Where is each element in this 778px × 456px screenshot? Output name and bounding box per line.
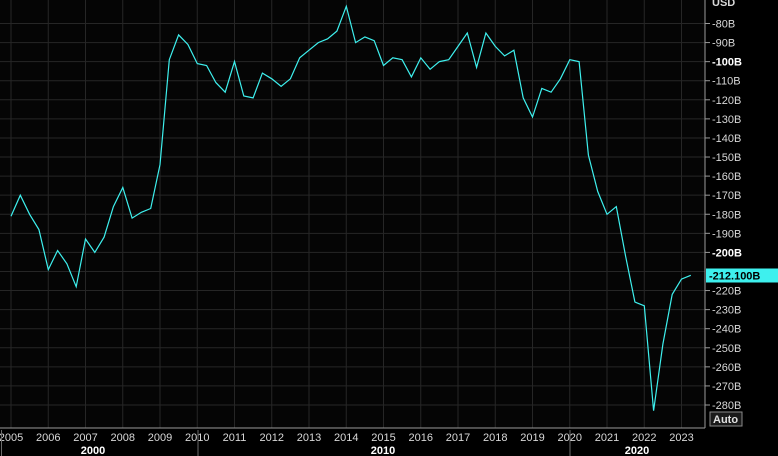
y-axis-ticks: -80B -90B -100B -110B -120B -130B -140B -150B -1…: [705, 19, 742, 412]
y-tick-label: -190B: [712, 228, 741, 240]
y-tick-label: -80B: [712, 19, 735, 31]
x-tick-label: 2008: [111, 432, 135, 444]
auto-button-box[interactable]: [709, 411, 743, 427]
unit-label: USD: [712, 0, 735, 9]
x-tick-label: 2017: [446, 432, 470, 444]
x-tick-label: 2010: [185, 432, 209, 444]
y-tick-label: -130B: [712, 114, 741, 126]
last-value-box: [706, 268, 778, 283]
y-tick-label: -260B: [712, 362, 741, 374]
y-tick-label: -170B: [712, 190, 741, 202]
series-line: [10, 4, 692, 411]
x-tick-label: 2007: [73, 432, 97, 444]
x-tick-label: 2013: [297, 432, 321, 444]
y-tick-label: -200B: [712, 247, 742, 259]
y-tick-label: -280B: [712, 400, 741, 412]
y-tick-label: -150B: [712, 152, 741, 164]
decade-label: 2020: [625, 445, 649, 456]
x-axis-ticks: 2005 2006 2007 2008 2009 2010 2011 2012 2013 2014…: [0, 432, 694, 444]
last-value-marker: -212.100B: [706, 268, 778, 283]
x-tick-label: 2005: [0, 432, 23, 444]
y-tick-label: -270B: [712, 381, 741, 393]
x-tick-label: 2016: [409, 432, 433, 444]
y-tick-label: -90B: [712, 38, 735, 50]
grid: [0, 0, 705, 428]
decade-labels: 2000 2010 2020: [1, 430, 649, 456]
auto-button[interactable]: Auto: [713, 414, 738, 426]
x-tick-label: 2021: [595, 432, 619, 444]
y-tick-label: -140B: [712, 133, 741, 145]
y-tick-label: -180B: [712, 209, 741, 221]
x-tick-label: 2011: [223, 432, 247, 444]
x-tick-label: 2023: [669, 432, 693, 444]
decade-label: 2010: [371, 445, 395, 456]
x-tick-label: 2012: [260, 432, 284, 444]
x-tick-label: 2018: [483, 432, 507, 444]
x-tick-label: 2019: [520, 432, 544, 444]
y-tick-label: -110B: [712, 76, 741, 88]
decade-label: 2000: [81, 445, 105, 456]
y-tick-label: -120B: [712, 95, 741, 107]
x-tick-label: 2006: [36, 432, 60, 444]
y-tick-label: -100B: [712, 57, 742, 69]
x-tick-label: 2022: [632, 432, 656, 444]
y-tick-label: -160B: [712, 171, 741, 183]
last-value-label: -212.100B: [709, 271, 760, 283]
y-tick-label: -220B: [712, 286, 741, 298]
y-tick-label: -250B: [712, 343, 741, 355]
y-tick-label: -240B: [712, 324, 741, 336]
x-tick-label: 2009: [148, 432, 172, 444]
x-tick-label: 2014: [334, 432, 358, 444]
y-tick-label: -230B: [712, 305, 741, 317]
x-tick-label: 2015: [371, 432, 395, 444]
